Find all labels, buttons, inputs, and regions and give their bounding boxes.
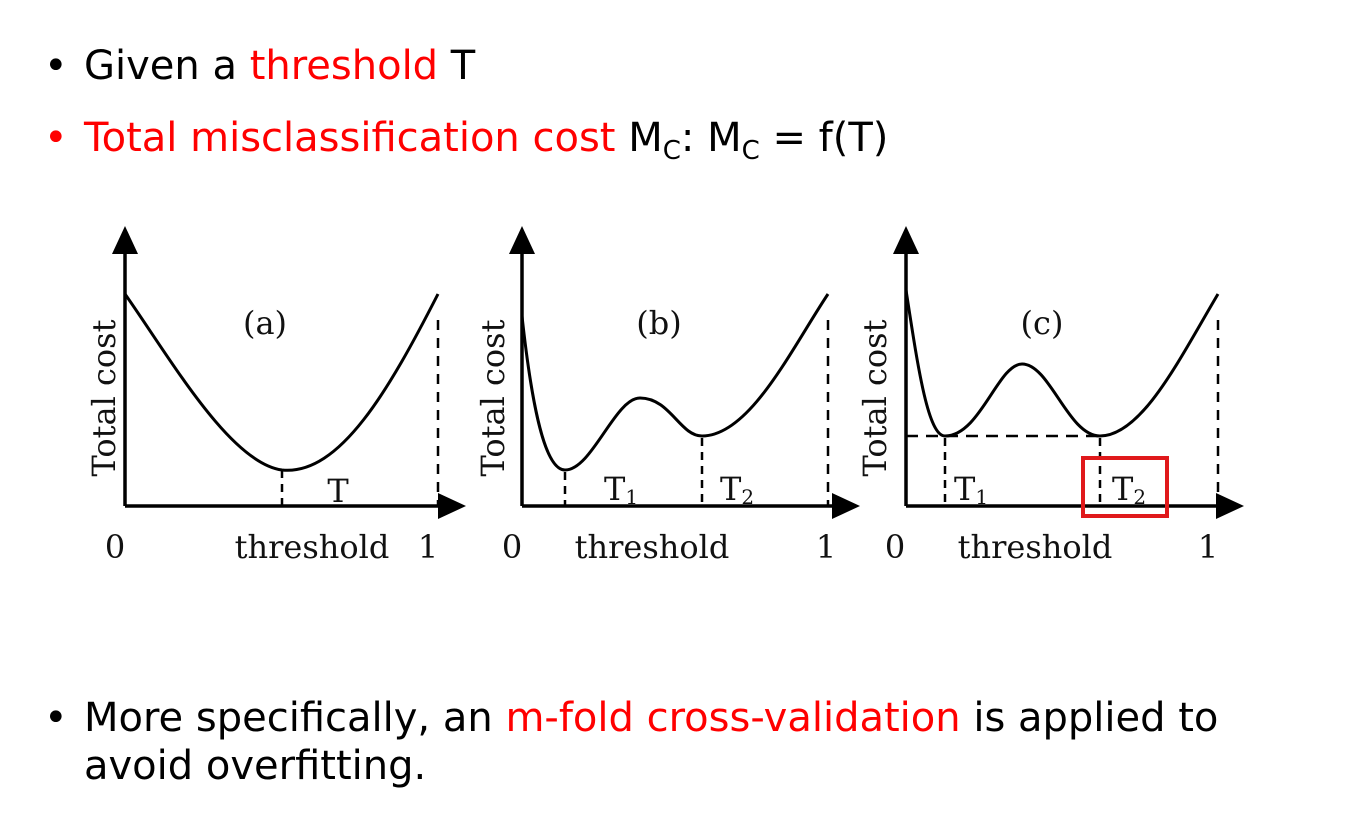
y-axis-label: Total cost [856,319,894,476]
threshold-mark-t2: T2 [720,470,754,509]
bullet-dot: • [44,115,68,161]
t1-subscript: 1 [625,485,638,509]
bullet-text-pre: More specifically, an [84,695,506,741]
t1-letter: T [604,470,626,508]
threshold-mark-t1: T1 [954,470,988,509]
t2-highlight-box [1081,456,1169,518]
bullet-dot: • [44,695,68,741]
t1-letter: T [954,470,976,508]
bullet-text-post: is applied to avoid overfitting. [84,695,1219,789]
bullet-text-post: = f(T) [759,115,889,161]
t2-subscript: 2 [1133,485,1146,509]
bullet-text: Total misclassification cost MC: MC = f(… [84,114,889,164]
bullet-text-mid: : M [680,115,742,161]
x-axis-arrow-icon [438,493,466,519]
bullet-text-pre: Given a [84,43,250,89]
panel-c: (c) Total cost threshold 0 1 T1 T2 [856,226,1244,566]
bullet-text-total-cost: Total misclassification cost [84,115,616,161]
t1-subscript: 1 [975,485,988,509]
threshold-cost-figure: (a) Total cost threshold 0 1 T (b) Total… [85,226,1244,566]
cost-curve [520,293,830,472]
bullet-text-post: T [438,43,476,89]
x-axis-label: threshold [958,528,1113,566]
panel-label: (a) [243,304,287,342]
bullet-text-m1: M [615,115,663,161]
bullet-text: Given a threshold T [84,42,475,90]
threshold-mark-t1: T1 [604,470,638,509]
bullet-dot: • [44,43,68,89]
x-axis-label: threshold [235,528,390,566]
panel-label: (c) [1021,304,1064,342]
panel-label: (b) [636,304,681,342]
cost-curve [904,289,1220,438]
t2-letter: T [1112,470,1134,508]
x-axis-label: threshold [575,528,730,566]
y-axis-arrow-icon [112,226,138,254]
panel-a: (a) Total cost threshold 0 1 T [85,226,466,566]
bullet-text: More specifically, an m-fold cross-valid… [84,694,1324,790]
bullet-text-sub1: C [662,136,681,166]
t2-letter: T [720,470,742,508]
y-axis-label: Total cost [85,319,123,476]
x-axis-start: 0 [105,528,125,566]
panel-b: (b) Total cost threshold 0 1 T1 T2 [474,226,860,566]
x-axis-arrow-icon [832,493,860,519]
y-axis-arrow-icon [893,226,919,254]
x-axis-end: 1 [418,528,438,566]
threshold-mark: T [327,472,349,510]
y-axis-label: Total cost [474,319,512,476]
bullet-text-threshold: threshold [249,43,439,89]
x-axis-end: 1 [1198,528,1218,566]
x-axis-arrow-icon [1216,493,1244,519]
bullet-text-sub2: C [741,136,760,166]
bullet-text-cross-validation: m-fold cross-validation [505,695,961,741]
t2-subscript: 2 [741,485,754,509]
x-axis-start: 0 [502,528,522,566]
threshold-mark-t2: T2 [1112,470,1146,509]
y-axis-arrow-icon [509,226,535,254]
x-axis-start: 0 [885,528,905,566]
x-axis-end: 1 [816,528,836,566]
